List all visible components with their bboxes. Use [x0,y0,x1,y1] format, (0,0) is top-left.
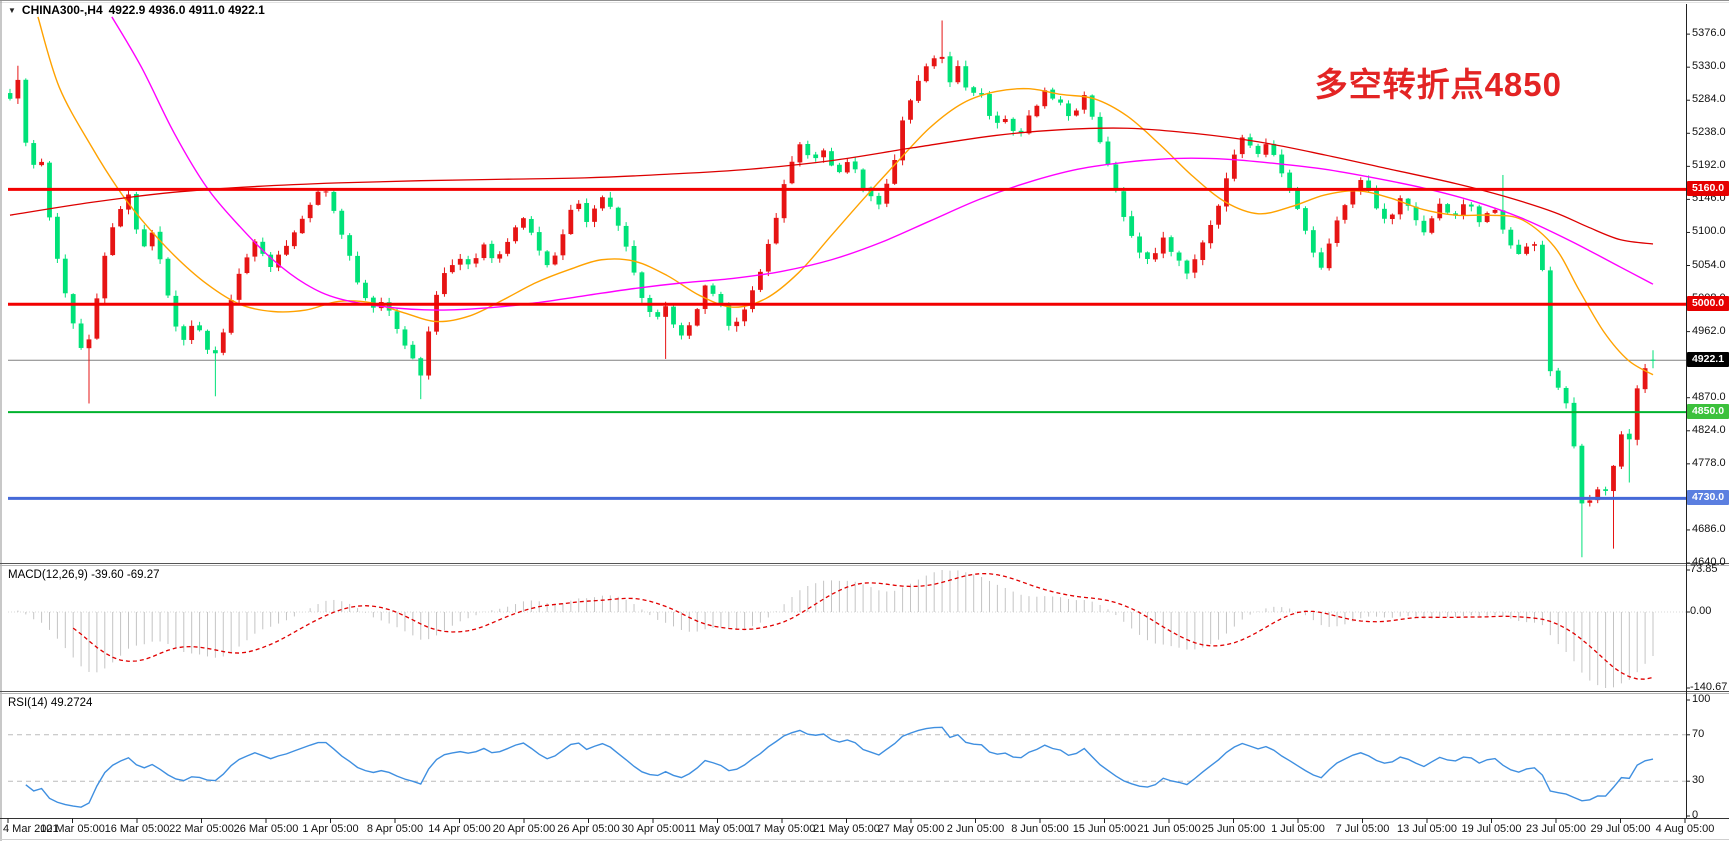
symbol-dropdown-icon[interactable]: ▼ [8,5,16,15]
annotation-text: 多空转折点4850 [1314,66,1562,103]
time-axis[interactable] [0,819,1686,841]
macd-indicator-label: MACD(12,26,9) -39.60 -69.27 [8,569,160,581]
title-bar: ▼ CHINA300-,H4 4922.9 4936.0 4911.0 4922… [8,3,265,17]
rsi-indicator-label: RSI(14) 49.2724 [8,697,93,709]
ohlc-readout: 4922.9 4936.0 4911.0 4922.1 [108,3,265,17]
price-axis[interactable] [1687,14,1729,818]
symbol-timeframe-label: CHINA300-,H4 [21,3,103,17]
